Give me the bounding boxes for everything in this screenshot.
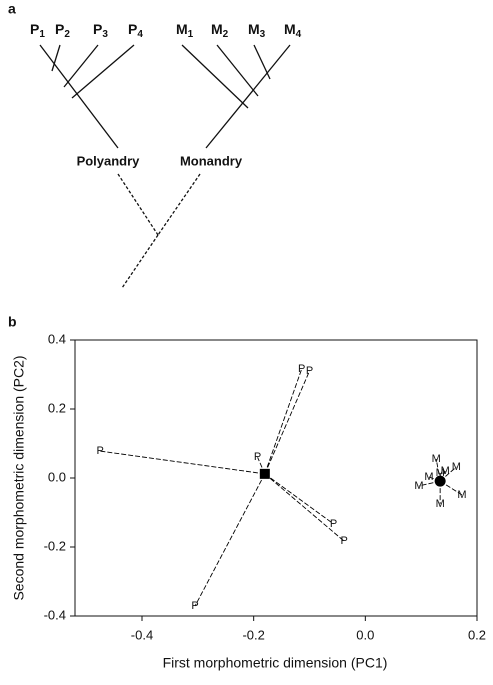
point: P bbox=[254, 451, 261, 463]
x-tick-label: 0.2 bbox=[468, 627, 486, 642]
point: M bbox=[424, 471, 433, 483]
clade-label: Monandry bbox=[180, 153, 243, 168]
taxon-index: 4 bbox=[137, 29, 143, 40]
taxon-index: 2 bbox=[223, 29, 229, 40]
branch bbox=[51, 44, 61, 72]
spoke bbox=[100, 450, 265, 475]
taxon-label: M2 bbox=[211, 21, 229, 40]
taxon-letter: M bbox=[211, 21, 223, 37]
panel-label: a bbox=[8, 1, 16, 17]
point: P bbox=[298, 363, 305, 375]
spoke bbox=[264, 473, 345, 542]
branch bbox=[253, 44, 271, 80]
taxon-index: 4 bbox=[296, 29, 302, 40]
point: M bbox=[457, 489, 466, 501]
point: M bbox=[452, 461, 461, 473]
taxon-label: P3 bbox=[93, 21, 108, 40]
taxon-label: P1 bbox=[30, 21, 45, 40]
x-axis-label: First morphometric dimension (PC1) bbox=[163, 655, 388, 671]
spoke bbox=[264, 368, 303, 475]
y-tick-label: 0.2 bbox=[48, 400, 66, 415]
taxon-letter: M bbox=[248, 21, 260, 37]
x-tick-label: 0.0 bbox=[356, 627, 374, 642]
y-tick-label: 0.0 bbox=[48, 469, 66, 484]
branch bbox=[181, 44, 249, 109]
taxon-label: M3 bbox=[248, 21, 266, 40]
x-tick-label: -0.2 bbox=[242, 627, 264, 642]
centroid bbox=[434, 475, 446, 487]
point: P bbox=[191, 600, 198, 612]
y-axis-label: Second morphometric dimension (PC2) bbox=[11, 355, 27, 600]
taxon-letter: P bbox=[30, 21, 39, 37]
taxon-label: P2 bbox=[55, 21, 70, 40]
taxon-label: M4 bbox=[284, 21, 302, 40]
panel-label: b bbox=[8, 314, 17, 330]
branch bbox=[121, 234, 159, 289]
point: P bbox=[96, 445, 103, 457]
x-tick-label: -0.4 bbox=[131, 627, 153, 642]
point: M bbox=[432, 453, 441, 465]
point: P bbox=[330, 518, 337, 530]
tree bbox=[39, 44, 291, 289]
taxon-label: P4 bbox=[128, 21, 143, 40]
taxon-letter: M bbox=[176, 21, 188, 37]
y-tick-label: -0.2 bbox=[44, 538, 66, 553]
taxon-letter: P bbox=[128, 21, 137, 37]
branch bbox=[63, 44, 99, 88]
taxon-index: 2 bbox=[64, 29, 70, 40]
taxon-letter: M bbox=[284, 21, 296, 37]
point: P bbox=[306, 365, 313, 377]
branch bbox=[157, 173, 201, 236]
point: P bbox=[340, 535, 347, 547]
y-tick-label: 0.4 bbox=[48, 331, 66, 346]
taxon-index: 3 bbox=[260, 29, 266, 40]
branch bbox=[205, 44, 291, 149]
taxon-letter: P bbox=[93, 21, 102, 37]
spoke bbox=[264, 370, 310, 475]
taxon-index: 3 bbox=[102, 29, 108, 40]
taxon-index: 1 bbox=[188, 29, 194, 40]
centroid bbox=[259, 468, 270, 479]
branch bbox=[216, 44, 259, 97]
branch bbox=[117, 173, 159, 236]
taxon-letter: P bbox=[55, 21, 64, 37]
clade-label: Polyandry bbox=[77, 153, 141, 168]
taxon-label: M1 bbox=[176, 21, 194, 40]
spoke bbox=[194, 473, 266, 607]
y-tick-label: -0.4 bbox=[44, 607, 66, 622]
branch bbox=[39, 44, 119, 149]
branch bbox=[71, 44, 135, 99]
point: M bbox=[436, 498, 445, 510]
point: M bbox=[414, 480, 423, 492]
taxon-index: 1 bbox=[39, 29, 45, 40]
spoke bbox=[264, 473, 334, 525]
point: M bbox=[441, 465, 450, 477]
plot-frame bbox=[74, 339, 478, 617]
point: M bbox=[436, 467, 445, 479]
